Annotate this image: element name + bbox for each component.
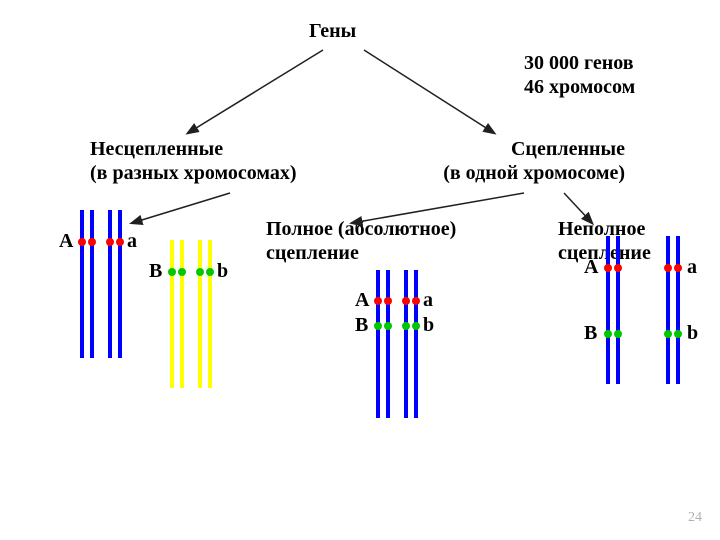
label-A-2: A bbox=[355, 289, 369, 312]
partial-linkage-title1: Неполное bbox=[558, 218, 645, 241]
right-branch-sub: (в одной хромосоме) bbox=[443, 162, 625, 185]
label-a-1: a bbox=[127, 230, 137, 253]
full-linkage-title1: Полное (абсолютное) bbox=[266, 218, 456, 241]
label-B-1: B bbox=[149, 260, 162, 283]
top-right-line1: 30 000 генов bbox=[524, 52, 634, 75]
label-a-3: a bbox=[687, 256, 697, 279]
top-right-line2: 46 хромосом bbox=[524, 76, 635, 99]
label-B-3: B bbox=[584, 322, 597, 345]
partial-linkage-title2: сцепление bbox=[558, 242, 651, 265]
page-number: 24 bbox=[688, 510, 702, 526]
full-linkage-title2: сцепление bbox=[266, 242, 359, 265]
label-B-2: B bbox=[355, 314, 368, 337]
label-A-1: A bbox=[59, 230, 73, 253]
left-branch-sub: (в разных хромосомах) bbox=[90, 162, 297, 185]
left-branch-title: Несцепленные bbox=[90, 138, 223, 161]
label-b-2: b bbox=[423, 314, 434, 337]
label-b-1: b bbox=[217, 260, 228, 283]
label-b-3: b bbox=[687, 322, 698, 345]
right-branch-title: Сцепленные bbox=[511, 138, 625, 161]
title: Гены bbox=[309, 20, 356, 43]
label-A-3: A bbox=[584, 256, 598, 279]
label-a-2: a bbox=[423, 289, 433, 312]
